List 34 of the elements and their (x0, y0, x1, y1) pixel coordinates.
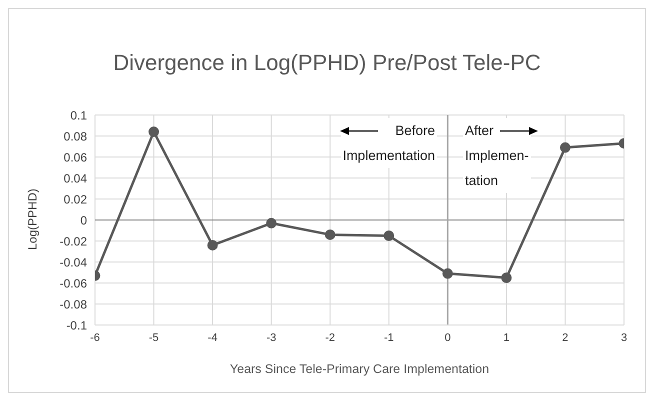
annotation: After Implemen- tation (463, 118, 531, 193)
point (148, 126, 160, 138)
x-tick-label: -6 (90, 332, 100, 344)
x-tick-label: -5 (148, 332, 159, 344)
y-tick-label: -0.1 (66, 318, 88, 332)
y-tick-label: 0.1 (70, 108, 88, 122)
y-tick-label: -0.04 (60, 255, 88, 270)
chart-title: Divergence in Log(PPHD) Pre/Post Tele-PC (112, 50, 542, 76)
point (266, 218, 277, 228)
y-tick-label: -0.06 (60, 276, 88, 290)
x-tick-label: -4 (208, 332, 218, 344)
point (442, 268, 453, 279)
point (560, 142, 570, 153)
y-tick-label: 0.06 (64, 150, 88, 164)
y-tick-label: 0 (80, 213, 88, 228)
point (384, 230, 394, 241)
y-tick-label: 0.08 (64, 129, 88, 144)
x-axis-title: Years Since Tele-Primary Care Implementation (230, 362, 490, 376)
y-tick-label: 0.04 (64, 171, 88, 186)
y-tick-label: 0.02 (64, 192, 88, 206)
x-tick-label: -2 (325, 332, 335, 344)
x-tick-label: 1 (503, 332, 510, 344)
y-tick-label: -0.08 (60, 297, 88, 312)
y-tick-label: -0.02 (60, 234, 88, 248)
point (207, 240, 218, 250)
x-tick-label: 2 (562, 332, 568, 344)
annotation: Before Implementation (340, 118, 437, 168)
point (501, 272, 512, 283)
x-tick-label: -3 (266, 332, 276, 344)
y-axis-title: Log(PPHD) (25, 188, 40, 250)
point (324, 229, 336, 240)
x-tick-label: 3 (620, 332, 628, 344)
x-tick-label: -1 (384, 332, 394, 344)
x-tick-label: 0 (444, 332, 451, 344)
